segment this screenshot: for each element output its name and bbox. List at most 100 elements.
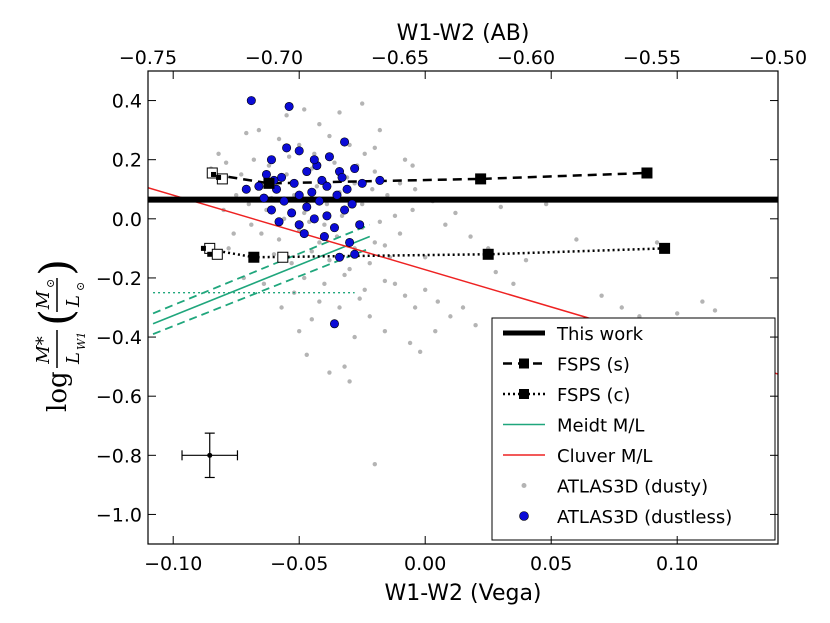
dustless-point	[319, 232, 329, 242]
fsps-c-small-marker	[200, 245, 206, 251]
dustless-point	[259, 193, 269, 203]
dusty-point	[362, 151, 367, 156]
dusty-point	[599, 293, 604, 298]
top-tick-label: −0.75	[119, 47, 177, 69]
dustless-point	[246, 96, 256, 106]
dusty-point	[433, 328, 438, 334]
legend-label: Cluver M/L	[557, 446, 652, 467]
dustless-point	[274, 217, 284, 227]
dustless-point	[277, 172, 287, 182]
dusty-point	[327, 370, 332, 375]
fsps-c-open-marker	[211, 248, 223, 260]
legend-dustless-marker	[519, 511, 529, 521]
legend-label: FSPS (s)	[557, 355, 630, 376]
dusty-point	[357, 296, 362, 301]
dusty-point	[286, 154, 292, 159]
top-tick-label: −0.55	[623, 47, 681, 69]
dustless-point	[299, 229, 309, 239]
dusty-point	[312, 151, 317, 156]
y-tick-label: −0.4	[96, 327, 142, 349]
dusty-point	[619, 305, 624, 310]
dustless-point	[302, 202, 312, 212]
dusty-point	[327, 258, 332, 263]
dustless-point	[350, 164, 360, 174]
dusty-point	[362, 287, 367, 292]
y-tick-label: 0.2	[112, 150, 142, 172]
y-label-den-sub: W1	[75, 332, 88, 350]
dusty-point	[543, 201, 549, 207]
dusty-point	[382, 243, 388, 248]
legend-label: This work	[556, 324, 644, 345]
dusty-point	[246, 201, 251, 207]
dusty-point	[412, 305, 418, 310]
dusty-point	[412, 187, 418, 192]
fsps-s-line	[213, 171, 648, 185]
dusty-point	[322, 281, 327, 287]
dusty-point	[397, 181, 403, 186]
y-label-paren-num: M	[33, 290, 54, 310]
x-tick-label: 0.05	[530, 553, 572, 575]
x-axis-title: W1-W2 (Vega)	[384, 581, 541, 606]
y-tick-label: 0.4	[112, 91, 142, 113]
dusty-point	[342, 364, 347, 369]
legend: This work FSPS (s) FSPS (c) Meidt M/L Cluver…	[491, 317, 776, 541]
dustless-point	[337, 172, 347, 182]
axis-ticks: −0.10 −0.05 0.00 0.05 0.10 −0.75 −0.70 −0.65 −0.…	[96, 47, 807, 575]
dusty-point	[231, 231, 236, 236]
dustless-point	[317, 175, 327, 185]
dusty-point	[410, 207, 415, 213]
dusty-point	[637, 314, 642, 319]
error-bar	[181, 432, 239, 479]
legend-dusty-marker	[521, 483, 527, 488]
dusty-point	[332, 160, 337, 165]
dustless-point	[324, 152, 334, 162]
dustless-point	[329, 319, 339, 329]
dustless-point	[332, 190, 342, 200]
dusty-point	[297, 328, 302, 334]
dustless-point	[322, 181, 332, 191]
dusty-point	[435, 299, 440, 304]
dusty-point	[372, 461, 377, 467]
dusty-point	[712, 308, 718, 313]
dusty-point	[367, 260, 372, 266]
dusty-point	[244, 130, 249, 136]
dusty-point	[226, 246, 231, 251]
dustless-point	[375, 175, 385, 185]
y-axis-title: log M* L W1 ( M ⊙ L ⊙ )	[31, 259, 88, 412]
fsps-c-open-marker	[277, 251, 289, 263]
dusty-point	[574, 237, 579, 242]
y-tick-label: −0.2	[96, 268, 142, 290]
y-label-paren-den: L	[63, 295, 84, 308]
fsps-s-marker	[263, 177, 275, 189]
dusty-point	[453, 210, 458, 216]
dusty-point	[249, 222, 254, 227]
y-tick-label: −0.8	[96, 445, 142, 467]
dusty-point	[523, 258, 529, 263]
x-tick-label: −0.05	[270, 553, 328, 575]
dusty-point	[271, 252, 277, 257]
y-tick-label: −0.6	[96, 386, 142, 408]
dusty-point	[347, 379, 352, 384]
dustless-point	[254, 181, 264, 191]
dusty-point	[314, 184, 320, 189]
y-label-paren-num-sub: ⊙	[44, 279, 57, 288]
dusty-point	[337, 305, 342, 310]
dusty-point	[317, 240, 322, 245]
dusty-point	[266, 163, 272, 168]
meidt-line	[152, 235, 371, 325]
fsps-c-marker	[248, 251, 260, 263]
dusty-point	[417, 349, 423, 355]
y-label-den: L	[63, 352, 84, 365]
y-label-paren-close: )	[31, 259, 82, 276]
fsps-c-marker	[659, 242, 671, 254]
dusty-point	[261, 281, 267, 287]
fsps-c-line	[203, 247, 665, 259]
legend-item: Meidt M/L	[503, 416, 644, 437]
dustless-point	[329, 223, 339, 233]
dustless-point	[266, 155, 276, 165]
dusty-point	[498, 204, 503, 210]
dusty-point	[460, 305, 466, 310]
dusty-point	[317, 299, 322, 304]
dustless-point	[266, 205, 276, 215]
